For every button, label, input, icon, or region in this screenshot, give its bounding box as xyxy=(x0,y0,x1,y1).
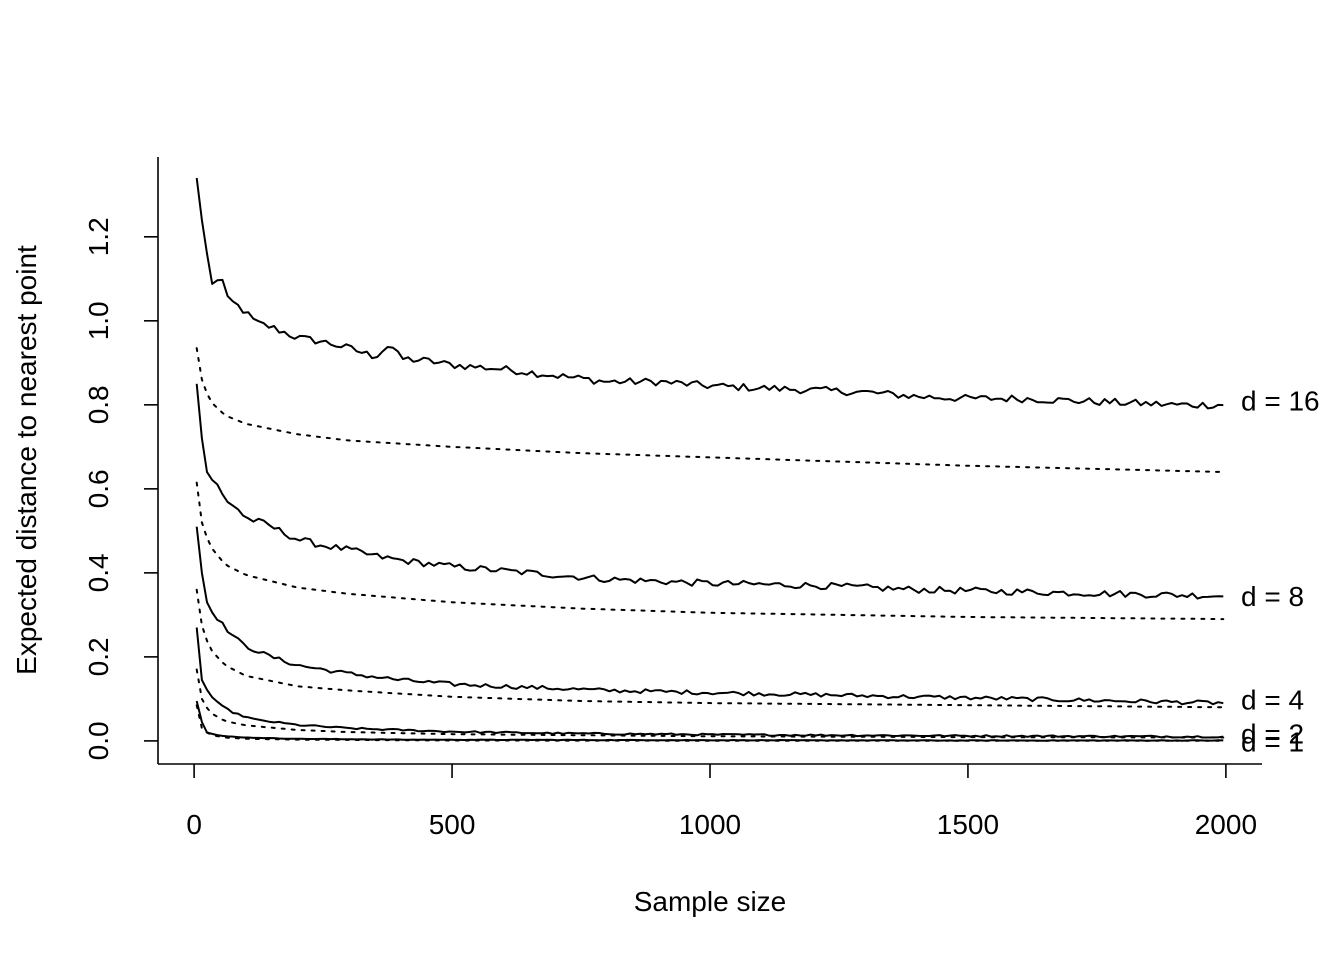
x-axis-title: Sample size xyxy=(634,886,787,917)
y-tick-label: 1.2 xyxy=(83,217,114,256)
series-label: d = 2 xyxy=(1241,718,1304,749)
series-labels: d = 16 d = 8 d = 4d = 2d = 1 xyxy=(1241,386,1320,758)
x-tick-label: 1500 xyxy=(937,809,999,840)
plot-series xyxy=(195,177,1225,742)
x-tick-label: 0 xyxy=(186,809,202,840)
axes xyxy=(157,157,1262,765)
series-line-6 xyxy=(195,627,1224,739)
y-tick-label: 0.0 xyxy=(83,721,114,760)
y-tick-label: 0.4 xyxy=(83,553,114,592)
x-tick-label: 1000 xyxy=(679,809,741,840)
ticks: 0 500 1000 1500 2000 0.0 0.2 0.4 0.6 0.8 1.0 1.2 xyxy=(83,217,1257,840)
series-line-9 xyxy=(195,704,1225,742)
series-line-7 xyxy=(195,668,1225,739)
y-tick-label: 1.0 xyxy=(83,301,114,340)
x-tick-label: 2000 xyxy=(1195,809,1257,840)
y-tick-label: 0.2 xyxy=(83,637,114,676)
x-tick-label: 500 xyxy=(429,809,476,840)
y-axis-title: Expected distance to nearest point xyxy=(11,245,42,675)
y-tick-label: 0.8 xyxy=(83,385,114,424)
series-label: d = 16 xyxy=(1241,386,1320,417)
y-tick-label: 0.6 xyxy=(83,469,114,508)
series-label: d = 4 xyxy=(1241,685,1304,716)
series-line-1 xyxy=(195,347,1225,473)
series-line-2 xyxy=(195,383,1224,600)
series-label: d = 1 xyxy=(1241,727,1304,758)
series-line-0 xyxy=(195,177,1224,410)
series-label: d = 8 xyxy=(1241,581,1304,612)
series-line-4 xyxy=(195,526,1224,706)
series-line-3 xyxy=(195,481,1225,621)
series-line-5 xyxy=(195,588,1225,709)
